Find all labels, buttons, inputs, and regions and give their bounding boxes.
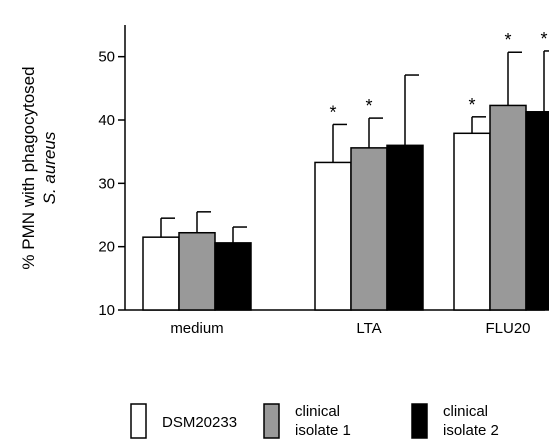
bar <box>386 144 424 311</box>
y-axis-label-line-2: S. aureus <box>40 131 59 204</box>
y-tick-label: 30 <box>98 175 115 192</box>
y-tick-label: 20 <box>98 239 115 256</box>
x-category-label: LTA <box>356 320 381 337</box>
bar <box>489 104 527 311</box>
significance-star: * <box>329 102 336 122</box>
bar <box>525 111 549 311</box>
x-category-label: medium <box>170 320 223 337</box>
legend-label-line: clinical <box>295 403 340 420</box>
bar <box>314 161 352 311</box>
legend-swatch <box>263 403 280 439</box>
significance-star: * <box>504 30 511 50</box>
legend-label: clinical isolate 1 <box>295 403 351 439</box>
legend-label-line: isolate 1 <box>295 422 351 439</box>
y-tick-label: 40 <box>98 112 115 129</box>
legend-label: DSM20233 <box>162 414 237 431</box>
y-axis-label-line-1: % PMN with phagocytosed <box>19 66 38 269</box>
legend-label: clinical isolate 2 <box>443 403 499 439</box>
legend-swatch <box>130 403 147 439</box>
y-axis-label: % PMN with phagocytosed S. aureus <box>19 66 59 269</box>
y-tick-label: 10 <box>98 302 115 319</box>
x-category-label: FLU20 <box>485 320 530 337</box>
legend-label-line: isolate 2 <box>443 422 499 439</box>
bar <box>350 147 388 311</box>
significance-star: * <box>365 96 372 116</box>
bar <box>453 132 491 311</box>
legend-label-line: clinical <box>443 403 488 420</box>
y-tick-label: 50 <box>98 49 115 66</box>
significance-star: * <box>468 95 475 115</box>
bar <box>142 236 180 311</box>
significance-star: * <box>540 29 547 49</box>
legend-swatch <box>411 403 428 439</box>
bar <box>178 231 216 311</box>
bar <box>214 242 252 311</box>
